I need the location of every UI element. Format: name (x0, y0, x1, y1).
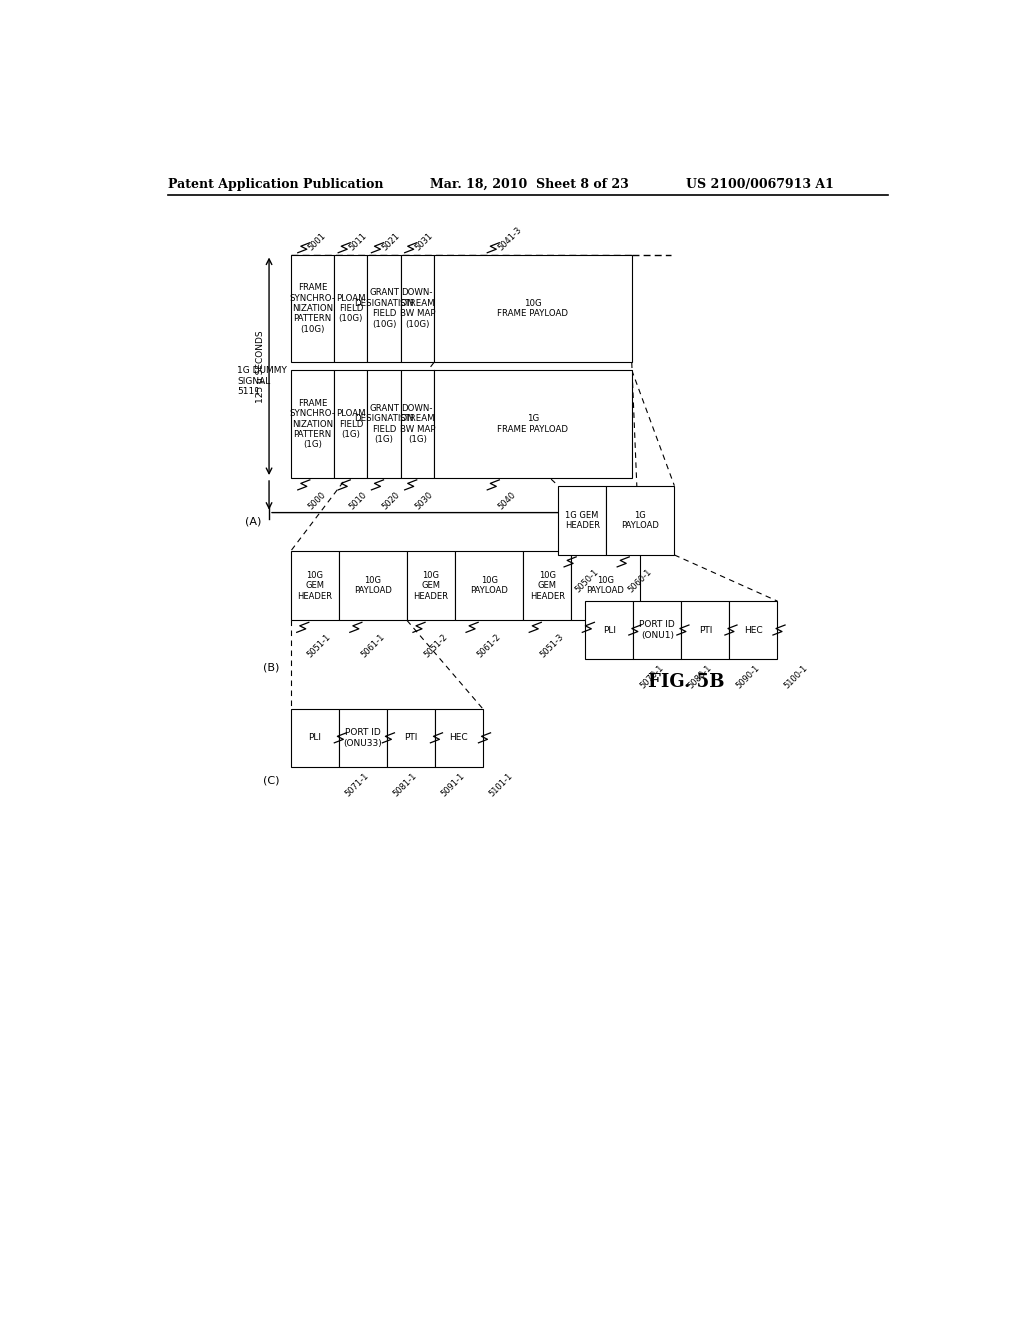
Text: 10G
GEM
HEADER: 10G GEM HEADER (414, 570, 449, 601)
Text: PLI: PLI (603, 626, 615, 635)
Bar (387, 709, 435, 767)
Text: 5051-3: 5051-3 (539, 632, 565, 660)
Text: 5100-1: 5100-1 (782, 664, 809, 690)
Bar (434, 255, 632, 363)
Text: US 2100/0067913 A1: US 2100/0067913 A1 (686, 178, 834, 190)
Text: 5061-3: 5061-3 (592, 632, 618, 660)
Text: 10G
PAYLOAD: 10G PAYLOAD (470, 576, 508, 595)
Text: 1G
PAYLOAD: 1G PAYLOAD (622, 511, 659, 531)
Bar (334, 255, 368, 363)
Text: 5001: 5001 (307, 231, 328, 252)
Text: 5041-3: 5041-3 (497, 226, 523, 252)
Text: PORT ID
(ONU33): PORT ID (ONU33) (343, 729, 382, 747)
Bar (558, 486, 606, 554)
Text: HEC: HEC (744, 626, 763, 635)
Text: 1G DUMMY
SIGNAL
5111: 1G DUMMY SIGNAL 5111 (237, 366, 287, 396)
Bar (339, 552, 407, 620)
Text: 5080-1: 5080-1 (686, 664, 713, 690)
Text: 5021: 5021 (381, 231, 401, 252)
Bar (681, 601, 729, 659)
Bar (339, 709, 387, 767)
Bar (606, 486, 675, 554)
Bar (368, 370, 400, 478)
Text: 5010: 5010 (347, 490, 369, 511)
Text: 5091-1: 5091-1 (439, 771, 467, 799)
Text: 10G
GEM
HEADER: 10G GEM HEADER (297, 570, 332, 601)
Text: FRAME
SYNCHRO-
NIZATION
PATTERN
(10G): FRAME SYNCHRO- NIZATION PATTERN (10G) (290, 284, 336, 334)
Text: 10G
PAYLOAD: 10G PAYLOAD (354, 576, 392, 595)
Bar (729, 601, 777, 659)
Text: 1G
FRAME PAYLOAD: 1G FRAME PAYLOAD (498, 414, 568, 434)
Bar (291, 552, 339, 620)
Text: FIG. 5B: FIG. 5B (648, 673, 724, 690)
Bar (291, 255, 334, 363)
Text: PTI: PTI (404, 734, 418, 742)
Bar (571, 552, 640, 620)
Bar (334, 370, 368, 478)
Bar (523, 552, 571, 620)
Text: 5071-1: 5071-1 (343, 771, 371, 799)
Text: PTI: PTI (698, 626, 712, 635)
Text: DOWN-
STREAM
BW MAP
(1G): DOWN- STREAM BW MAP (1G) (399, 404, 435, 444)
Text: 5061-1: 5061-1 (359, 632, 386, 660)
Text: (C): (C) (263, 776, 280, 785)
Text: PLOAM
FIELD
(1G): PLOAM FIELD (1G) (336, 409, 366, 440)
Text: (B): (B) (263, 663, 280, 673)
Bar (407, 552, 455, 620)
Text: PLOAM
FIELD
(10G): PLOAM FIELD (10G) (336, 293, 366, 323)
Text: 5030: 5030 (414, 490, 435, 512)
Text: 1G GEM
HEADER: 1G GEM HEADER (564, 511, 600, 531)
Bar (435, 709, 483, 767)
Bar (633, 601, 681, 659)
Text: DOWN-
STREAM
BW MAP
(10G): DOWN- STREAM BW MAP (10G) (399, 289, 435, 329)
Text: 125 μ SECONDS: 125 μ SECONDS (256, 330, 265, 403)
Text: 5020: 5020 (381, 490, 401, 511)
Bar (455, 552, 523, 620)
Text: GRANT
DESIGNATION
FIELD
(10G): GRANT DESIGNATION FIELD (10G) (354, 289, 414, 329)
Text: PORT ID
(ONU1): PORT ID (ONU1) (639, 620, 675, 640)
Text: 5031: 5031 (414, 231, 435, 252)
Text: 5090-1: 5090-1 (734, 664, 761, 690)
Text: 5050-1: 5050-1 (573, 568, 600, 594)
Bar (434, 370, 632, 478)
Text: Patent Application Publication: Patent Application Publication (168, 178, 384, 190)
Bar (368, 255, 400, 363)
Text: 5051-2: 5051-2 (422, 632, 450, 660)
Text: 10G
PAYLOAD: 10G PAYLOAD (587, 576, 625, 595)
Text: 5081-1: 5081-1 (391, 771, 419, 799)
Text: Mar. 18, 2010  Sheet 8 of 23: Mar. 18, 2010 Sheet 8 of 23 (430, 178, 629, 190)
Bar (586, 601, 633, 659)
Bar (291, 709, 339, 767)
Text: 5011: 5011 (347, 231, 369, 252)
Text: GRANT
DESIGNATION
FIELD
(1G): GRANT DESIGNATION FIELD (1G) (354, 404, 414, 444)
Text: HEC: HEC (450, 734, 468, 742)
Bar (291, 370, 334, 478)
Text: 5060-1: 5060-1 (627, 568, 653, 594)
Bar (400, 255, 434, 363)
Text: 5061-2: 5061-2 (475, 632, 503, 660)
Text: 5101-1: 5101-1 (487, 771, 515, 799)
Text: 10G
FRAME PAYLOAD: 10G FRAME PAYLOAD (498, 298, 568, 318)
Text: 5051-1: 5051-1 (306, 632, 333, 660)
Text: FRAME
SYNCHRO-
NIZATION
PATTERN
(1G): FRAME SYNCHRO- NIZATION PATTERN (1G) (290, 399, 336, 449)
Text: 5040: 5040 (497, 490, 517, 511)
Text: (A): (A) (246, 516, 262, 527)
Bar (400, 370, 434, 478)
Text: 5070-1: 5070-1 (638, 664, 665, 690)
Text: 10G
GEM
HEADER: 10G GEM HEADER (529, 570, 565, 601)
Text: PLI: PLI (308, 734, 322, 742)
Text: 5000: 5000 (307, 490, 328, 511)
